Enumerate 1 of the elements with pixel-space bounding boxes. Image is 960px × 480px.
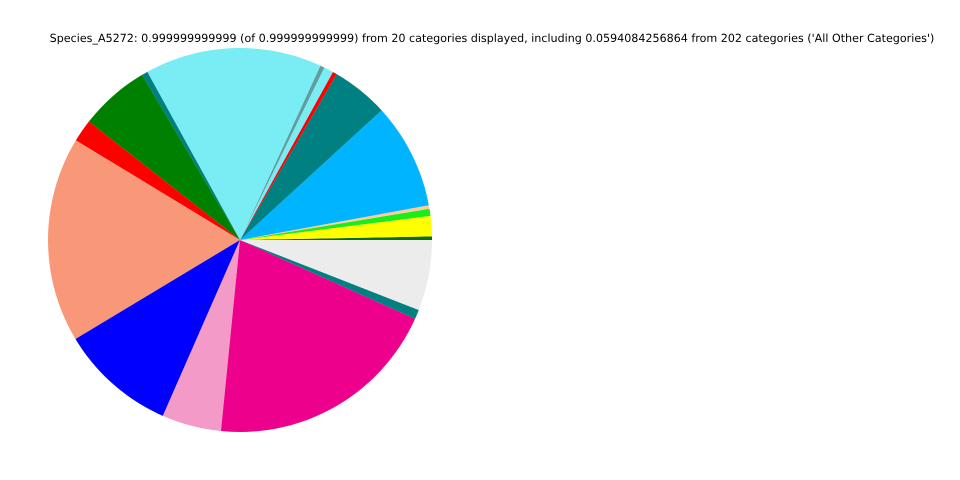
text: Species_A5272: 0.999999999999 (of 0.999999999999) from 20 categories displayed, including 0.0594084256864 from 202 categories ('All Other Categories')	[50, 33, 934, 45]
